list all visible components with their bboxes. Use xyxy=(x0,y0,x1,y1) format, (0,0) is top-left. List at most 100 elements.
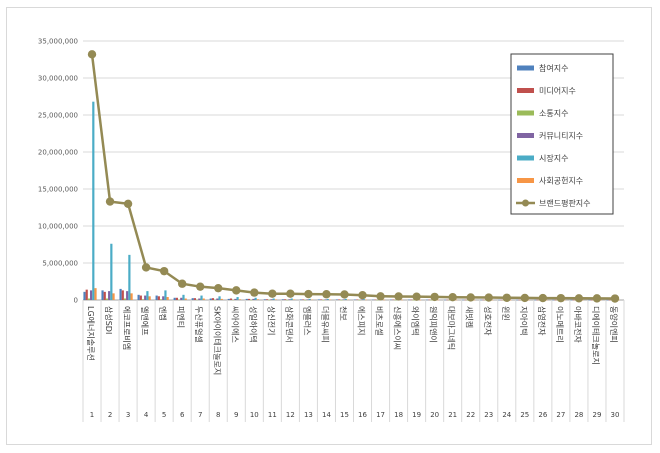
category-index: 9 xyxy=(234,411,238,419)
category-label: 에스피지 xyxy=(357,306,366,335)
bar-참여지수 xyxy=(534,299,537,301)
category-label: 엔켐 xyxy=(158,306,168,321)
bar-소통지수 xyxy=(250,299,253,301)
bar-사회공헌지수 xyxy=(256,299,259,300)
category-index: 10 xyxy=(250,411,259,419)
bar-소통지수 xyxy=(141,299,145,300)
bar-미디어지수 xyxy=(265,299,269,300)
bar-미디어지수 xyxy=(392,299,395,301)
bar-커뮤니티지수 xyxy=(126,291,129,300)
category-index: 18 xyxy=(394,411,403,419)
bar-시장지수 xyxy=(200,295,203,300)
bar-참여지수 xyxy=(119,288,122,300)
y-tick-label: 5,000,000 xyxy=(42,260,78,268)
bar-커뮤니티지수 xyxy=(360,299,363,300)
bar-미디어지수 xyxy=(193,298,197,300)
bar-소통지수 xyxy=(430,299,433,301)
bar-참여지수 xyxy=(588,299,591,301)
bar-참여지수 xyxy=(101,290,104,300)
bar-미디어지수 xyxy=(283,299,287,300)
category-index: 13 xyxy=(304,411,313,419)
bar-미디어지수 xyxy=(410,299,413,301)
bar-소통지수 xyxy=(214,299,217,301)
brand-index-point xyxy=(466,293,475,302)
brand-index-point xyxy=(214,283,223,293)
y-tick-label: 15,000,000 xyxy=(38,186,78,194)
bar-사회공헌지수 xyxy=(455,299,458,301)
bar-참여지수 xyxy=(371,299,375,301)
bar-소통지수 xyxy=(105,298,109,300)
bar-시장지수 xyxy=(218,296,221,300)
category-index: 11 xyxy=(268,411,277,419)
category-index: 3 xyxy=(126,411,130,419)
bar-미디어지수 xyxy=(554,299,557,301)
bar-사회공헌지수 xyxy=(346,299,350,301)
category-index: 26 xyxy=(538,411,547,419)
bar-참여지수 xyxy=(335,299,339,300)
category-label: 동양이엔피 xyxy=(609,306,619,343)
category-index: 25 xyxy=(520,411,529,419)
brand-reputation-chart: 0 5,000,000 10,000,000 15,000,000 20,000,000… xyxy=(38,38,625,422)
category-label: 성호전자 xyxy=(483,306,493,336)
bar-시장지수 xyxy=(326,298,329,300)
bar-미디어지수 xyxy=(536,299,539,301)
legend-swatch xyxy=(517,178,534,183)
category-index: 30 xyxy=(611,411,620,419)
bar-참여지수 xyxy=(552,299,555,301)
bar-참여지수 xyxy=(155,295,158,300)
bar-사회공헌지수 xyxy=(509,299,512,301)
bar-미디어지수 xyxy=(428,299,431,301)
bar-참여지수 xyxy=(570,299,573,301)
category-label: 와이엠텍 xyxy=(411,306,421,335)
bar-미디어지수 xyxy=(229,298,233,300)
category-index: 7 xyxy=(198,411,202,419)
brand-index-point xyxy=(322,290,331,299)
category-label: 윈윈 xyxy=(501,306,510,321)
bar-미디어지수 xyxy=(500,299,503,301)
bar-참여지수 xyxy=(444,299,447,301)
legend-label: 사회공헌지수 xyxy=(539,177,583,186)
bar-사회공헌지수 xyxy=(274,299,277,300)
category-index: 6 xyxy=(180,411,185,419)
bar-사회공헌지수 xyxy=(292,299,295,300)
bar-미디어지수 xyxy=(157,296,160,300)
category-index: 19 xyxy=(412,411,421,419)
brand-index-point xyxy=(502,293,511,302)
category-index: 5 xyxy=(162,411,166,419)
bar-소통지수 xyxy=(358,299,361,301)
category-index: 2 xyxy=(108,411,112,419)
brand-index-point xyxy=(394,292,403,301)
category-label: 두산퓨얼셀 xyxy=(194,306,204,343)
bar-사회공헌지수 xyxy=(166,297,169,300)
category-index: 27 xyxy=(556,411,565,419)
brand-index-point xyxy=(574,294,584,303)
bar-미디어지수 xyxy=(590,299,593,301)
bar-소통지수 xyxy=(340,299,343,301)
bar-사회공헌지수 xyxy=(473,299,476,301)
bar-소통지수 xyxy=(177,299,181,301)
bar-사회공헌지수 xyxy=(94,288,97,300)
bar-커뮤니티지수 xyxy=(306,299,309,300)
brand-index-point xyxy=(286,289,295,298)
category-index: 17 xyxy=(376,411,385,419)
category-label: 삼성SDI xyxy=(104,306,114,334)
bar-커뮤니티지수 xyxy=(162,296,165,300)
brand-index-point xyxy=(484,293,493,302)
bar-사회공헌지수 xyxy=(419,299,422,301)
bar-시장지수 xyxy=(164,290,167,300)
category-index: 16 xyxy=(358,411,367,419)
legend-label: 소통지수 xyxy=(539,109,568,118)
category-label: 엘앤에프 xyxy=(140,306,150,335)
bar-소통지수 xyxy=(196,299,199,301)
legend-label: 시장지수 xyxy=(539,153,568,163)
legend-label: 미디어지수 xyxy=(539,86,576,96)
brand-index-point xyxy=(538,293,548,303)
bar-미디어지수 xyxy=(374,299,377,301)
bar-커뮤니티지수 xyxy=(288,299,291,300)
bar-미디어지수 xyxy=(446,299,449,301)
bar-소통지수 xyxy=(232,299,235,301)
bar-커뮤니티지수 xyxy=(234,298,237,300)
bar-커뮤니티지수 xyxy=(144,295,147,300)
legend-swatch xyxy=(517,88,534,93)
brand-index-point xyxy=(87,50,97,59)
